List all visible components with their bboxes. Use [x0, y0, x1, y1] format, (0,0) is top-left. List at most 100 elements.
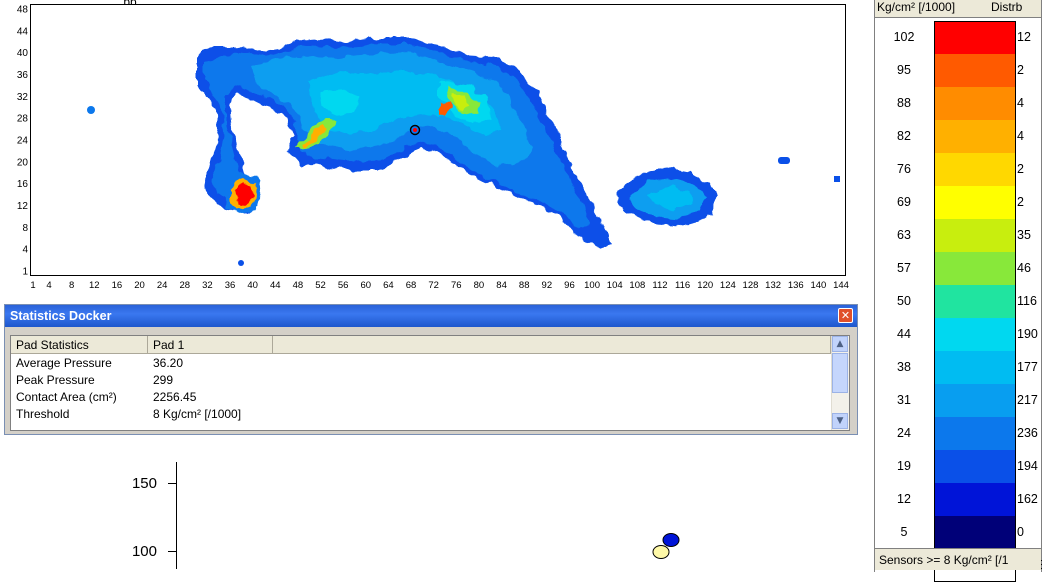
x-tick-label: 56 — [338, 280, 349, 291]
legend-pressure-value: 50 — [897, 294, 911, 308]
center-of-pressure-dot — [413, 128, 417, 132]
pad-statistics-table[interactable]: Pad Statistics Pad 1 Average Pressure 36… — [10, 335, 850, 431]
legend-row: 88 4 — [875, 87, 1041, 120]
pressure-map-panel[interactable]: …. , …… …… .pp…… …., …… … . — [0, 0, 860, 298]
y-tick-label: 32 — [17, 92, 29, 103]
legend-pressure-value: 24 — [897, 426, 911, 440]
x-tick-label: 128 — [743, 280, 759, 291]
statistics-docker-title[interactable]: Statistics Docker — [5, 305, 857, 327]
x-tick-label: 28 — [179, 280, 190, 291]
y-tick-label: 20 — [17, 157, 29, 168]
legend-footer: Sensors >= 8 Kg/cm² [/1 — [875, 548, 1041, 570]
legend-color-swatch — [934, 516, 1016, 549]
x-tick-label: 88 — [519, 280, 530, 291]
scrollbar-thumb[interactable] — [832, 353, 848, 393]
legend-row: 82 4 — [875, 120, 1041, 153]
legend-color-swatch — [934, 219, 1016, 252]
legend-distribution-count: 46 — [1017, 261, 1031, 275]
pressure-contact-region — [87, 38, 840, 266]
x-tick-label: 52 — [315, 280, 326, 291]
x-tick-label: 108 — [629, 280, 645, 291]
x-tick-label: 84 — [496, 280, 507, 291]
y-tick-label: 40 — [17, 48, 29, 59]
legend-color-swatch — [934, 285, 1016, 318]
legend-color-swatch — [934, 186, 1016, 219]
legend-distribution-count: 2 — [1017, 63, 1024, 77]
y-tick-label: 16 — [17, 179, 29, 190]
isolated-sensor-marker — [87, 106, 95, 114]
scroll-up-icon[interactable]: ▲ — [832, 336, 848, 352]
lower-chart-ytick-label: 100 — [132, 543, 157, 560]
legend-distribution-count: 0 — [1017, 525, 1024, 539]
x-tick-label: 120 — [697, 280, 713, 291]
legend-color-swatch — [934, 417, 1016, 450]
vertical-scrollbar[interactable]: ▲ ▼ — [831, 336, 849, 430]
legend-color-swatch — [934, 384, 1016, 417]
legend-pressure-value: 5 — [900, 525, 908, 539]
legend-row: 69 2 — [875, 186, 1041, 219]
x-tick-label: 116 — [675, 280, 690, 291]
legend-row: 24 236 — [875, 417, 1041, 450]
stat-label: Average Pressure — [16, 356, 112, 370]
legend-header-units: Kg/cm² [/1000] — [877, 0, 956, 14]
legend-row: 38 177 — [875, 351, 1041, 384]
stat-label: Threshold — [16, 407, 70, 421]
legend-pressure-value: 82 — [897, 129, 911, 143]
isolated-sensor-marker — [778, 157, 790, 164]
legend-pressure-value: 57 — [897, 261, 911, 275]
x-tick-label: 104 — [607, 280, 623, 291]
y-tick-label: 8 — [22, 223, 28, 234]
y-tick-label: 36 — [17, 70, 29, 81]
x-tick-label: 32 — [202, 280, 213, 291]
x-tick-label: 140 — [810, 280, 826, 291]
legend-pressure-value: 76 — [897, 162, 911, 176]
x-tick-label: 100 — [584, 280, 600, 291]
legend-pressure-value: 38 — [897, 360, 911, 374]
legend-row: 12 162 — [875, 483, 1041, 516]
legend-distribution-count: 162 — [1017, 492, 1038, 506]
y-tick-label: 1 — [22, 267, 28, 278]
x-tick-label: 76 — [451, 280, 462, 291]
x-tick-label: 1 — [30, 280, 35, 291]
legend-pressure-value: 19 — [897, 459, 911, 473]
legend-row: 95 2 — [875, 54, 1041, 87]
pressure-map-canvas[interactable]: …. , …… …… .pp…… …., …… … . — [0, 0, 860, 298]
x-tick-label: 48 — [293, 280, 304, 291]
legend-distribution-count: 194 — [1017, 459, 1038, 473]
legend-row: 44 190 — [875, 318, 1041, 351]
x-tick-label: 72 — [428, 280, 439, 291]
scroll-down-icon[interactable]: ▼ — [832, 413, 848, 429]
lower-chart-canvas: 150 100 — [132, 462, 680, 569]
x-tick-label: 8 — [69, 280, 74, 291]
x-tick-label: 124 — [720, 280, 736, 291]
column-header-pad-1[interactable]: Pad 1 — [148, 336, 273, 354]
y-tick-label: 24 — [17, 136, 29, 147]
close-icon[interactable]: ✕ — [838, 308, 853, 323]
y-tick-label: 4 — [22, 245, 28, 256]
legend-color-swatch — [934, 351, 1016, 384]
legend-distribution-count: 217 — [1017, 393, 1038, 407]
statistics-docker[interactable]: Statistics Docker ✕ Pad Statistics Pad 1… — [4, 304, 858, 435]
y-axis-ticks: 48 44 40 36 32 28 24 20 16 12 8 4 1 — [17, 5, 29, 278]
y-tick-label: 48 — [17, 5, 29, 16]
legend-pressure-value: 63 — [897, 228, 911, 242]
x-tick-label: 144 — [833, 280, 849, 291]
x-tick-label: 16 — [112, 280, 123, 291]
legend-distribution-count: 4 — [1017, 96, 1024, 110]
column-header-pad-statistics[interactable]: Pad Statistics — [11, 336, 148, 354]
legend-pressure-value: 31 — [897, 393, 911, 407]
x-tick-label: 44 — [270, 280, 281, 291]
stat-label: Contact Area (cm²) — [16, 390, 117, 404]
legend-pressure-value: 69 — [897, 195, 911, 209]
stat-value: 2256.45 — [153, 390, 197, 404]
legend-color-swatch — [934, 318, 1016, 351]
x-tick-label: 68 — [406, 280, 417, 291]
lower-chart: 150 100 — [0, 440, 860, 569]
legend-header: Kg/cm² [/1000] Distrb — [875, 0, 1041, 18]
legend-color-swatch — [934, 252, 1016, 285]
legend-distribution-count: 116 — [1017, 294, 1037, 308]
x-tick-label: 64 — [383, 280, 394, 291]
stat-value: 36.20 — [153, 356, 184, 370]
legend-pressure-value: 88 — [897, 96, 911, 110]
